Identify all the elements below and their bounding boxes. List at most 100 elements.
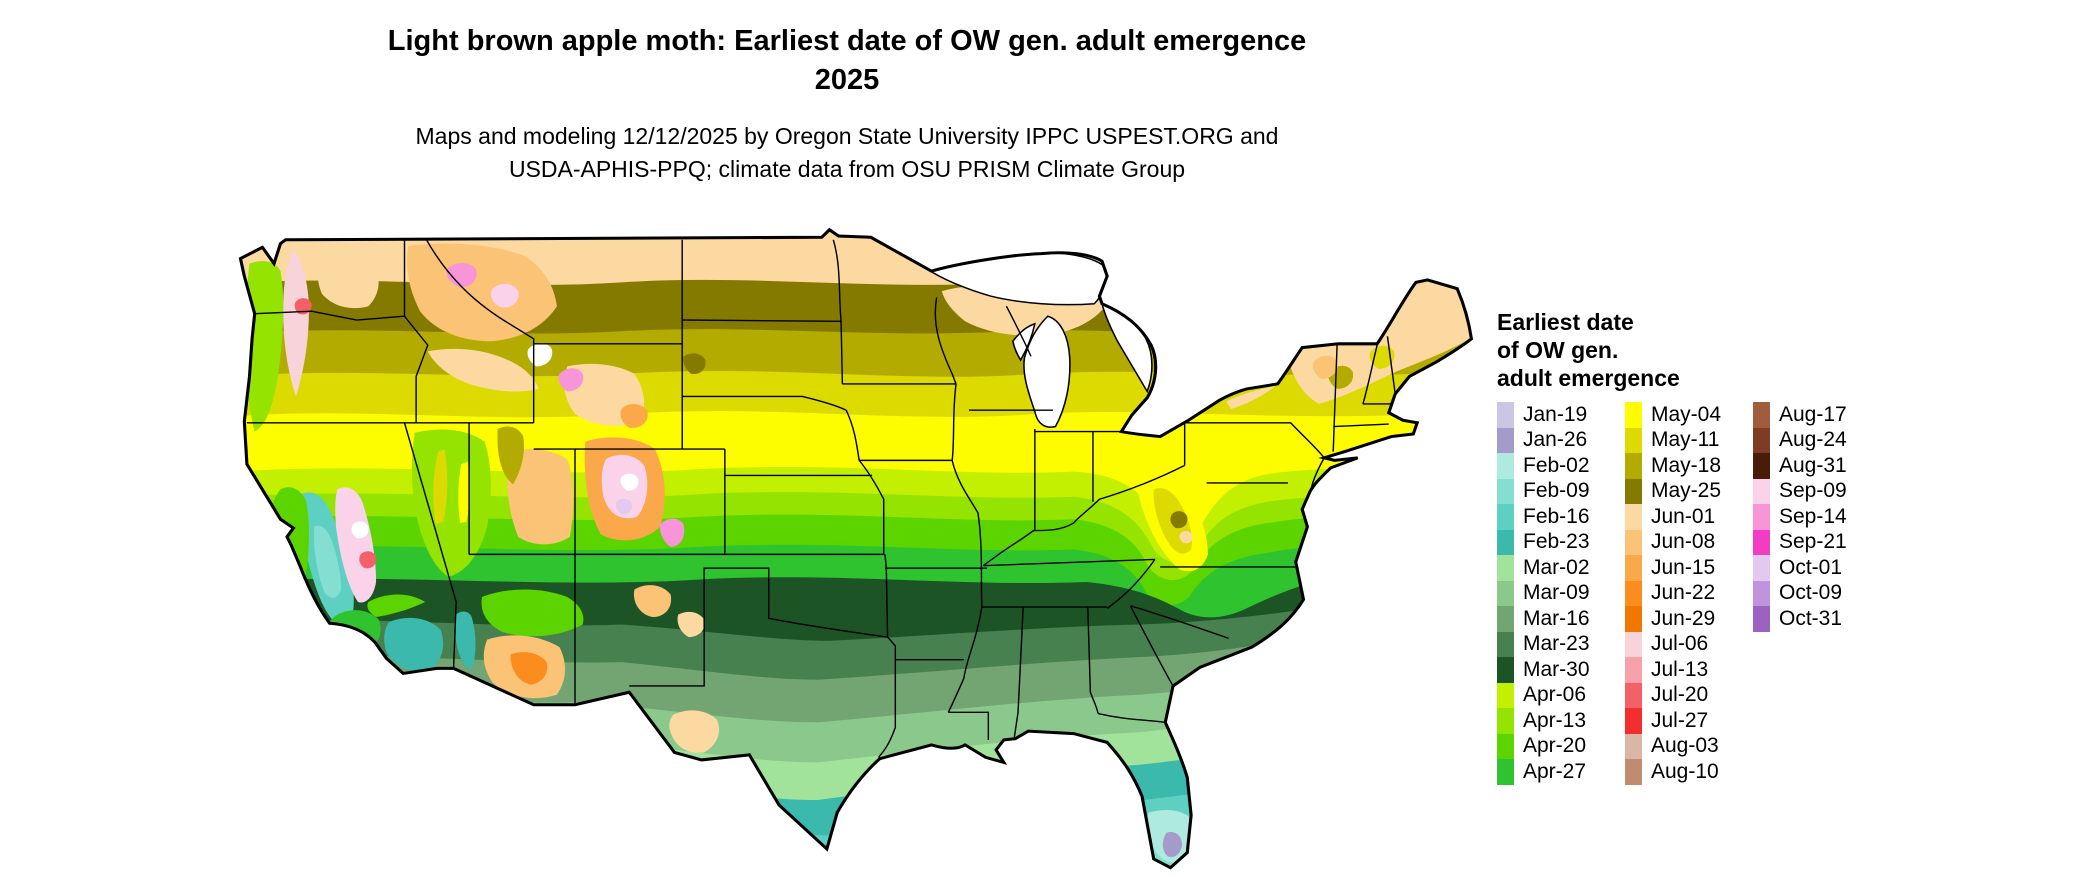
page-title-line1: Light brown apple moth: Earliest date of…: [387, 25, 1307, 57]
map-patch-wind-river: [558, 368, 584, 392]
legend-color-swatch: [1625, 427, 1642, 453]
legend-entry-label: Mar-23: [1523, 632, 1590, 656]
legend-color-swatch: [1625, 733, 1642, 759]
legend-entry: Jul-13: [1625, 657, 1753, 683]
legend-entry-label: Aug-03: [1651, 734, 1719, 758]
page-subtitle-line1: Maps and modeling 12/12/2025 by Oregon S…: [415, 123, 1279, 149]
legend-entry-label: Oct-09: [1779, 581, 1843, 605]
legend-entry-label: Mar-16: [1523, 606, 1590, 630]
map-patch-pnw-coast: [245, 261, 284, 432]
legend-color-swatch: [1625, 453, 1642, 479]
map-patch-peak: [351, 521, 369, 539]
legend-entry: Aug-03: [1625, 733, 1753, 759]
legend-color-swatch: [1753, 580, 1770, 606]
legend-entry-label: Feb-16: [1523, 504, 1590, 528]
legend-title-line2: of OW gen.: [1497, 337, 1619, 363]
page-subtitle: Maps and modeling 12/12/2025 by Oregon S…: [0, 120, 1694, 186]
map-patch: [458, 461, 470, 524]
map-patch: [510, 652, 548, 685]
legend-entry-label: Jul-20: [1651, 683, 1709, 707]
legend-entry-label: Apr-13: [1523, 708, 1587, 732]
legend-color-swatch: [1625, 631, 1642, 657]
legend-entry: Oct-31: [1753, 606, 1881, 632]
map-patch: [294, 298, 312, 315]
legend-entry: Apr-27: [1497, 759, 1625, 785]
map-patch-utah-canyons: [506, 449, 574, 545]
legend-column: May-04 May-11 May-18 May-25 Jun-01 Jun-08 Jun-…: [1625, 402, 1753, 785]
legend-entry: May-25: [1625, 478, 1753, 504]
legend-color-swatch: [1497, 733, 1514, 759]
map-patch-columbia-basin: [317, 258, 379, 309]
legend-color-swatch: [1497, 529, 1514, 555]
legend-color-swatch: [1497, 504, 1514, 530]
legend-entry-label: Mar-09: [1523, 581, 1590, 605]
legend-entry: Feb-16: [1497, 504, 1625, 530]
legend-entry: Mar-09: [1497, 580, 1625, 606]
map-patch-north-minnesota: [802, 238, 906, 282]
legend-entry: Jun-22: [1625, 580, 1753, 606]
page-subtitle-line2: USDA-APHIS-PPQ; climate data from OSU PR…: [508, 156, 1186, 182]
legend-column: Jan-19 Jan-26 Feb-02 Feb-09 Feb-16 Feb-23 Mar-…: [1497, 402, 1625, 785]
legend-entry-label: Apr-06: [1523, 683, 1587, 707]
map-patch: [359, 551, 377, 569]
legend: Jan-19 Jan-26 Feb-02 Feb-09 Feb-16 Feb-23 Mar-…: [1497, 402, 1881, 785]
legend-entry-label: Aug-17: [1779, 402, 1847, 426]
legend-entry: Sep-09: [1753, 478, 1881, 504]
map-patch-cascades: [283, 248, 309, 397]
map-patch-adirondacks: [1312, 355, 1338, 379]
legend-color-swatch: [1497, 580, 1514, 606]
map-patch-mountain: [446, 262, 477, 288]
legend-entry-label: Feb-23: [1523, 530, 1590, 554]
legend-entry: Apr-06: [1497, 682, 1625, 708]
legend-entry: Jun-08: [1625, 529, 1753, 555]
map-patch-mogollon: [481, 589, 584, 637]
legend-entry: Jan-19: [1497, 402, 1625, 428]
map-patch-sangre: [660, 518, 685, 547]
legend-entry-label: Mar-30: [1523, 657, 1590, 681]
legend-entry-label: May-11: [1651, 428, 1720, 452]
legend-entry: Jun-29: [1625, 606, 1753, 632]
legend-entry-label: Jan-26: [1523, 428, 1588, 452]
state-borders: [246, 239, 1396, 758]
map-patch-mojave: [384, 617, 444, 672]
legend-color-swatch: [1753, 402, 1770, 428]
legend-color-swatch: [1497, 555, 1514, 581]
legend-entry-label: Aug-10: [1651, 759, 1719, 783]
map-patch-florida-tip: [1162, 832, 1183, 858]
legend-title: Earliest date of OW gen. adult emergence: [1497, 308, 1680, 392]
map-patch-lakeshore: [1226, 386, 1276, 409]
legend-color-swatch: [1497, 478, 1514, 504]
legend-color-swatch: [1753, 427, 1770, 453]
map-patch-sierra: [335, 487, 377, 603]
legend-entry: Aug-10: [1625, 759, 1753, 785]
legend-color-swatch: [1625, 529, 1642, 555]
map-patch-wasatch: [497, 426, 525, 485]
legend-entry: Mar-30: [1497, 657, 1625, 683]
legend-entry-label: Apr-27: [1523, 759, 1587, 783]
legend-entry-label: Jul-06: [1651, 632, 1709, 656]
legend-entry-label: Feb-09: [1523, 479, 1590, 503]
map-patch: [1170, 511, 1188, 529]
legend-column: Aug-17 Aug-24 Aug-31 Sep-09 Sep-14 Sep-21 Oct-…: [1753, 402, 1881, 785]
legend-entry: Oct-01: [1753, 555, 1881, 581]
legend-color-swatch: [1497, 402, 1514, 428]
legend-color-swatch: [1625, 606, 1642, 632]
legend-entry-label: Sep-14: [1779, 504, 1847, 528]
legend-color-swatch: [1753, 453, 1770, 479]
legend-entry-label: Jul-27: [1651, 708, 1709, 732]
legend-entry-label: Aug-24: [1779, 428, 1847, 452]
us-map-svg: [238, 227, 1474, 870]
legend-entry-label: Jun-15: [1651, 555, 1716, 579]
us-emergence-map: [234, 226, 1474, 884]
lake-michigan: [1023, 315, 1071, 428]
legend-entry: Mar-16: [1497, 606, 1625, 632]
legend-color-swatch: [1625, 708, 1642, 734]
legend-entry: Apr-13: [1497, 708, 1625, 734]
map-patch: [1179, 530, 1193, 544]
map-band: [240, 792, 1472, 868]
legend-entry: Mar-02: [1497, 555, 1625, 581]
map-patch: [620, 404, 648, 428]
legend-entry-label: Oct-01: [1779, 555, 1843, 579]
legend-color-swatch: [1625, 478, 1642, 504]
